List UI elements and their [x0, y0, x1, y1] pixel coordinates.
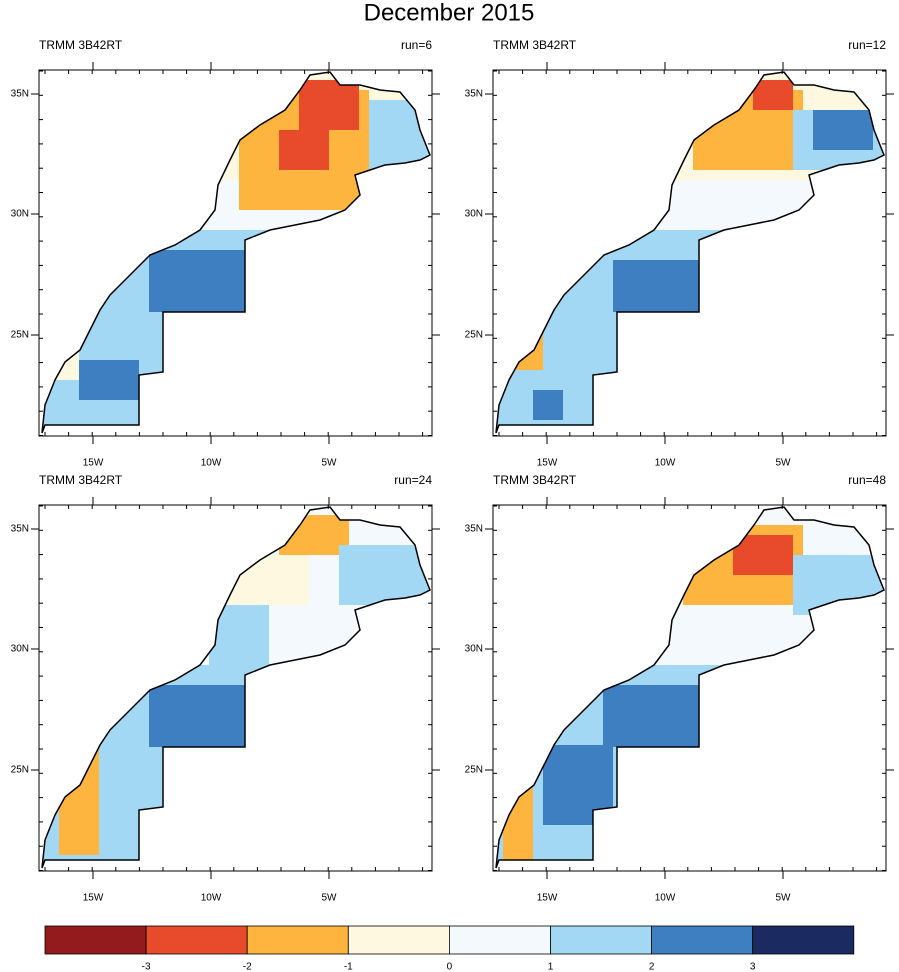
map-frame [38, 69, 433, 437]
map-frame [38, 504, 433, 872]
lon-label: 5W [322, 893, 338, 904]
anomaly-patch [339, 545, 430, 605]
anomaly-patch [149, 250, 245, 312]
anomaly-patch [753, 80, 793, 110]
colorbar-label: -3 [142, 962, 151, 972]
map-panel: TRMM 3B42RT run=6 35N 30N 25N 15W 10W 5W [11, 38, 440, 469]
lat-label: 30N [465, 209, 483, 220]
panel-run: run=6 [401, 38, 432, 52]
figure-title: December 2015 [364, 0, 535, 26]
colorbar-box [651, 925, 754, 955]
map-panel: TRMM 3B42RT run=24 35N 30N 25N 15W 10W 5W [11, 473, 440, 904]
map-panel: TRMM 3B42RT run=12 35N 30N 25N 15W 10W 5W [465, 38, 894, 469]
lat-label: 35N [465, 89, 483, 100]
lat-label: 25N [11, 330, 29, 341]
colorbar-box [448, 925, 551, 955]
anomaly-patch [813, 110, 873, 150]
anomaly-patch [793, 555, 884, 615]
colorbar-box [347, 925, 450, 955]
colorbar-label: 3 [750, 962, 756, 972]
lon-label: 5W [322, 458, 338, 469]
anomaly-patch [42, 320, 79, 380]
lat-label: 30N [465, 644, 483, 655]
land-fill [496, 72, 884, 433]
panel-source: TRMM 3B42RT [39, 473, 123, 487]
panel-run: run=12 [848, 38, 886, 52]
lon-label: 5W [776, 893, 792, 904]
colorbar-label: 0 [447, 962, 453, 972]
lon-label: 5W [776, 458, 792, 469]
map-frame [492, 69, 887, 437]
map-panel: TRMM 3B42RT run=48 35N 30N 25N 15W 10W 5W [465, 473, 894, 904]
anomaly-patch [229, 555, 309, 605]
anomaly-patch [209, 605, 269, 675]
colorbar-box [246, 925, 349, 955]
lon-label: 15W [83, 893, 104, 904]
lat-label: 35N [465, 524, 483, 535]
lat-label: 35N [11, 524, 29, 535]
anomaly-patch [533, 390, 563, 420]
anomaly-patch [279, 515, 349, 555]
lon-label: 10W [201, 458, 222, 469]
panel-source: TRMM 3B42RT [39, 38, 123, 52]
anomaly-patch [79, 360, 139, 400]
map-frame [492, 504, 887, 872]
colorbar-box [145, 925, 248, 955]
colorbar-label: 1 [548, 962, 554, 972]
land-fill [496, 507, 884, 868]
colorbar-box [752, 925, 855, 955]
anomaly-patch [369, 100, 430, 170]
lon-label: 15W [537, 893, 558, 904]
colorbar-label: -2 [243, 962, 252, 972]
anomaly-patch [299, 80, 359, 130]
lon-label: 15W [537, 458, 558, 469]
colorbar-box [550, 925, 652, 955]
lat-label: 25N [11, 765, 29, 776]
panel-source: TRMM 3B42RT [493, 473, 577, 487]
anomaly-patch [603, 685, 699, 747]
anomaly-patch [149, 685, 245, 747]
lat-label: 25N [465, 330, 483, 341]
anomaly-patch [543, 745, 613, 825]
lon-label: 15W [83, 458, 104, 469]
panel-run: run=48 [848, 473, 886, 487]
anomaly-patch [279, 130, 329, 170]
panel-source: TRMM 3B42RT [493, 38, 577, 52]
colorbar-label: 2 [649, 962, 655, 972]
anomaly-patch [613, 260, 699, 312]
colorbar-box [44, 925, 147, 955]
lon-label: 10W [655, 458, 676, 469]
lat-label: 30N [11, 209, 29, 220]
anomaly-patch [503, 705, 533, 865]
anomaly-patch [733, 535, 793, 575]
colorbar-label: -1 [344, 962, 353, 972]
land-fill [42, 72, 430, 433]
lat-label: 30N [11, 644, 29, 655]
lon-label: 10W [655, 893, 676, 904]
anomaly-patch [99, 755, 159, 805]
lat-label: 35N [11, 89, 29, 100]
panel-run: run=24 [394, 473, 432, 487]
anomaly-patch [59, 735, 99, 855]
lon-label: 10W [201, 893, 222, 904]
lat-label: 25N [465, 765, 483, 776]
land-fill [42, 507, 430, 868]
